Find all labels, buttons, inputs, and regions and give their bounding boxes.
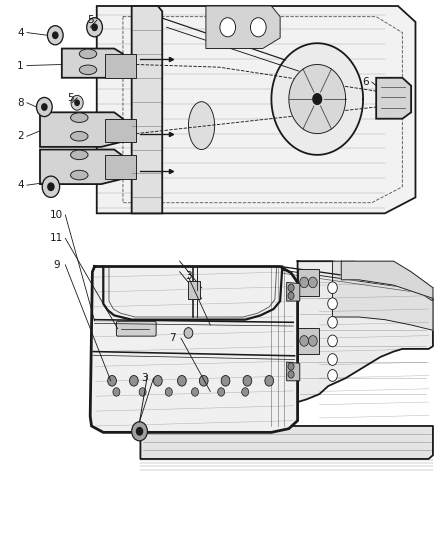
Circle shape — [308, 336, 317, 346]
Circle shape — [328, 369, 337, 381]
Ellipse shape — [71, 113, 88, 123]
Polygon shape — [287, 282, 300, 301]
Circle shape — [48, 183, 54, 190]
Circle shape — [165, 387, 172, 396]
Circle shape — [218, 387, 225, 396]
Polygon shape — [341, 261, 433, 298]
Text: 7: 7 — [169, 333, 176, 343]
Circle shape — [137, 427, 143, 435]
Polygon shape — [376, 78, 411, 119]
Circle shape — [130, 375, 138, 386]
Circle shape — [139, 387, 146, 396]
Circle shape — [75, 100, 79, 106]
Polygon shape — [132, 6, 162, 213]
Circle shape — [108, 375, 117, 386]
Polygon shape — [97, 6, 416, 213]
Circle shape — [288, 292, 294, 300]
Text: 8: 8 — [17, 98, 24, 108]
Ellipse shape — [71, 170, 88, 180]
Text: 5: 5 — [87, 15, 93, 26]
Circle shape — [313, 94, 321, 104]
Circle shape — [132, 422, 148, 441]
Circle shape — [328, 354, 337, 366]
Circle shape — [220, 18, 236, 37]
Text: 3: 3 — [141, 373, 148, 383]
Text: 10: 10 — [50, 210, 63, 220]
Circle shape — [36, 98, 52, 117]
Polygon shape — [332, 261, 433, 330]
Circle shape — [243, 375, 252, 386]
Text: 1: 1 — [17, 61, 24, 70]
Text: 3: 3 — [185, 271, 192, 281]
Ellipse shape — [79, 49, 97, 59]
Circle shape — [300, 336, 308, 346]
Circle shape — [300, 277, 308, 288]
Circle shape — [42, 104, 47, 110]
Circle shape — [265, 375, 274, 386]
Text: 11: 11 — [50, 233, 63, 244]
Circle shape — [42, 176, 60, 197]
Polygon shape — [106, 119, 136, 142]
Ellipse shape — [71, 132, 88, 141]
Polygon shape — [40, 150, 123, 184]
Circle shape — [199, 375, 208, 386]
Circle shape — [242, 387, 249, 396]
Ellipse shape — [79, 65, 97, 75]
Circle shape — [177, 375, 186, 386]
Circle shape — [191, 387, 198, 396]
Polygon shape — [297, 261, 433, 402]
Polygon shape — [90, 266, 297, 432]
Polygon shape — [141, 426, 433, 459]
Circle shape — [288, 370, 294, 378]
Text: 5: 5 — [67, 93, 74, 103]
Circle shape — [221, 375, 230, 386]
Circle shape — [328, 298, 337, 310]
Text: 6: 6 — [362, 77, 369, 87]
Text: 9: 9 — [53, 260, 60, 270]
Circle shape — [328, 317, 337, 328]
Polygon shape — [206, 6, 280, 49]
Polygon shape — [272, 43, 363, 155]
Ellipse shape — [188, 102, 215, 150]
Polygon shape — [106, 54, 136, 78]
Circle shape — [288, 284, 294, 292]
Circle shape — [328, 282, 337, 294]
Text: 2: 2 — [17, 131, 24, 141]
Circle shape — [308, 277, 317, 288]
Polygon shape — [297, 269, 319, 296]
Circle shape — [53, 32, 58, 38]
Circle shape — [184, 328, 193, 338]
Circle shape — [251, 18, 266, 37]
Circle shape — [153, 375, 162, 386]
Circle shape — [87, 18, 102, 37]
Ellipse shape — [71, 150, 88, 160]
Circle shape — [71, 95, 83, 110]
Polygon shape — [106, 155, 136, 179]
Circle shape — [92, 24, 97, 30]
FancyBboxPatch shape — [117, 321, 156, 336]
Polygon shape — [289, 64, 346, 134]
Polygon shape — [62, 49, 123, 78]
Circle shape — [328, 335, 337, 347]
Polygon shape — [40, 112, 123, 147]
Circle shape — [113, 387, 120, 396]
FancyBboxPatch shape — [187, 281, 200, 300]
Circle shape — [288, 363, 294, 370]
Text: 4: 4 — [17, 28, 24, 38]
Polygon shape — [297, 328, 319, 354]
Circle shape — [47, 26, 63, 45]
Polygon shape — [287, 362, 300, 381]
Text: 4: 4 — [17, 180, 24, 190]
